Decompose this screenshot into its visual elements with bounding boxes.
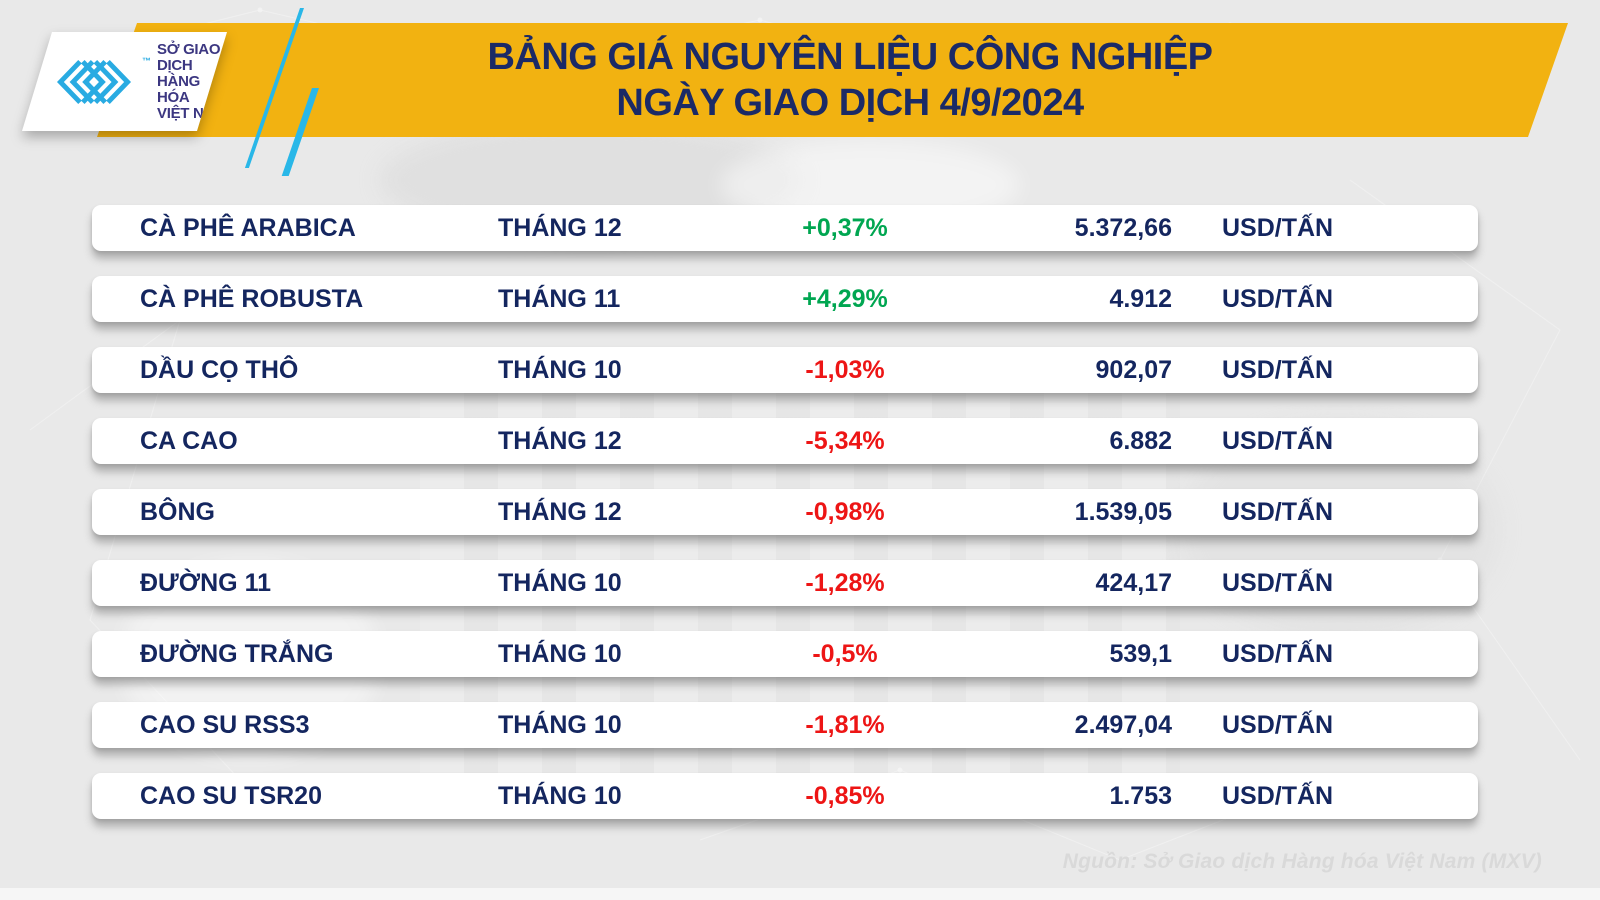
logo-org-line1: SỞ GIAO DỊCH <box>157 40 221 74</box>
table-row: ĐƯỜNG TRẮNG THÁNG 10 -0,5% 539,1 USD/TẤN <box>92 631 1478 677</box>
table-row: CAO SU RSS3 THÁNG 10 -1,81% 2.497,04 USD… <box>92 702 1478 748</box>
mxv-logo: ™ SỞ GIAO DỊCH HÀNG HÓA VIỆT NAM <box>22 32 227 131</box>
logo-org-line3: VIỆT NAM <box>157 104 227 122</box>
change-percent: -1,28% <box>805 569 885 597</box>
price-unit: USD/TẤN <box>1222 427 1334 455</box>
price-unit: USD/TẤN <box>1222 356 1334 384</box>
change-percent: -0,85% <box>805 782 885 810</box>
table-row: BÔNG THÁNG 12 -0,98% 1.539,05 USD/TẤN <box>92 489 1478 535</box>
price-unit: USD/TẤN <box>1222 569 1334 597</box>
commodity-name: CÀ PHÊ ROBUSTA <box>140 285 364 313</box>
change-percent: +0,37% <box>802 214 888 242</box>
contract-month: THÁNG 10 <box>498 356 622 384</box>
price-unit: USD/TẤN <box>1222 498 1334 526</box>
source-credit: Nguồn: Sở Giao dịch Hàng hóa Việt Nam (M… <box>1062 850 1542 873</box>
commodity-name: CÀ PHÊ ARABICA <box>140 214 356 242</box>
price-unit: USD/TẤN <box>1222 285 1334 313</box>
change-percent: -1,03% <box>805 356 885 384</box>
commodity-name: ĐƯỜNG TRẮNG <box>140 640 334 668</box>
contract-month: THÁNG 11 <box>498 285 621 313</box>
price-value: 2.497,04 <box>1074 711 1172 739</box>
table-row: DẦU CỌ THÔ THÁNG 10 -1,03% 902,07 USD/TẤ… <box>92 347 1478 393</box>
change-percent: -0,98% <box>805 498 885 526</box>
contract-month: THÁNG 10 <box>498 711 622 739</box>
commodity-name: ĐƯỜNG 11 <box>140 569 271 597</box>
header-banner: BẢNG GIÁ NGUYÊN LIỆU CÔNG NGHIỆP NGÀY GI… <box>97 23 1568 137</box>
price-unit: USD/TẤN <box>1222 214 1334 242</box>
logo-org-name: SỞ GIAO DỊCH HÀNG HÓA VIỆT NAM <box>157 42 227 122</box>
price-unit: USD/TẤN <box>1222 640 1334 668</box>
table-row: CÀ PHÊ ARABICA THÁNG 12 +0,37% 5.372,66 … <box>92 205 1478 251</box>
bottom-edge-strip <box>0 888 1600 900</box>
price-unit: USD/TẤN <box>1222 711 1334 739</box>
price-value: 424,17 <box>1095 569 1172 597</box>
page-title-line1: BẢNG GIÁ NGUYÊN LIỆU CÔNG NGHIỆP <box>487 36 1213 78</box>
contract-month: THÁNG 10 <box>498 782 622 810</box>
change-percent: -0,5% <box>812 640 878 668</box>
price-value: 539,1 <box>1109 640 1172 668</box>
commodity-name: CA CAO <box>140 427 238 455</box>
table-row: CAO SU TSR20 THÁNG 10 -0,85% 1.753 USD/T… <box>92 773 1478 819</box>
commodity-name: CAO SU RSS3 <box>140 711 310 739</box>
logo-plate: ™ SỞ GIAO DỊCH HÀNG HÓA VIỆT NAM <box>22 32 227 131</box>
logo-org-line2: HÀNG HÓA <box>157 72 200 106</box>
contract-month: THÁNG 10 <box>498 640 622 668</box>
price-value: 902,07 <box>1095 356 1172 384</box>
contract-month: THÁNG 12 <box>498 214 622 242</box>
price-value: 6.882 <box>1109 427 1172 455</box>
price-value: 5.372,66 <box>1074 214 1172 242</box>
price-unit: USD/TẤN <box>1222 782 1334 810</box>
price-value: 4.912 <box>1109 285 1172 313</box>
trademark-symbol: ™ <box>142 56 151 66</box>
change-percent: -5,34% <box>805 427 885 455</box>
change-percent: -1,81% <box>805 711 885 739</box>
commodity-name: BÔNG <box>140 498 215 526</box>
price-value: 1.753 <box>1109 782 1172 810</box>
contract-month: THÁNG 12 <box>498 427 622 455</box>
price-value: 1.539,05 <box>1074 498 1172 526</box>
table-row: CÀ PHÊ ROBUSTA THÁNG 11 +4,29% 4.912 USD… <box>92 276 1478 322</box>
contract-month: THÁNG 10 <box>498 569 622 597</box>
change-percent: +4,29% <box>802 285 888 313</box>
mxv-logo-icon <box>52 55 136 109</box>
commodity-name: CAO SU TSR20 <box>140 782 322 810</box>
page-title-line2: NGÀY GIAO DỊCH 4/9/2024 <box>616 82 1084 124</box>
contract-month: THÁNG 12 <box>498 498 622 526</box>
table-row: CA CAO THÁNG 12 -5,34% 6.882 USD/TẤN <box>92 418 1478 464</box>
commodity-name: DẦU CỌ THÔ <box>140 356 299 384</box>
table-row: ĐƯỜNG 11 THÁNG 10 -1,28% 424,17 USD/TẤN <box>92 560 1478 606</box>
